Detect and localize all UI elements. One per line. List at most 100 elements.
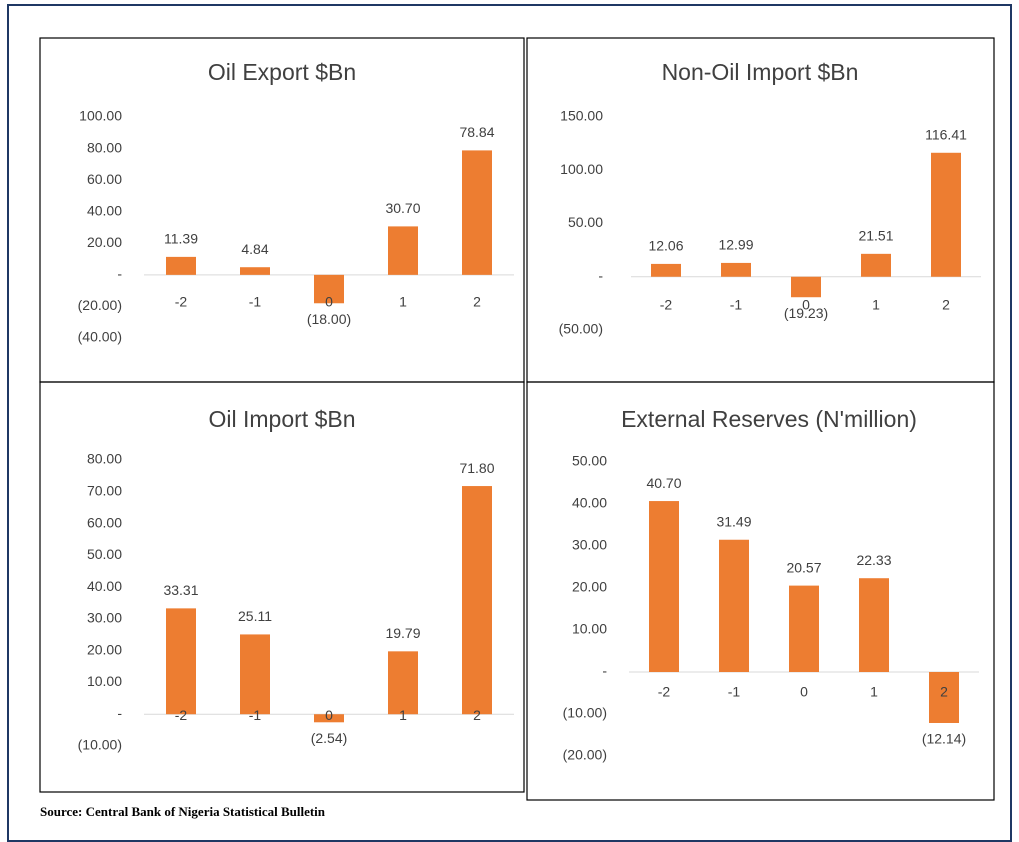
data-label: 12.99: [718, 237, 753, 253]
x-tick-label: -2: [175, 294, 188, 310]
data-label: 31.49: [716, 513, 751, 529]
bar: [929, 672, 959, 723]
x-tick-label: -2: [660, 296, 673, 312]
panel-border: [39, 381, 525, 793]
data-label: 25.11: [238, 608, 272, 624]
x-tick-label: -2: [658, 684, 671, 700]
y-tick-label: 80.00: [87, 451, 122, 467]
bar: [314, 274, 344, 304]
y-tick-label: 70.00: [87, 482, 122, 498]
panel-border: [526, 381, 995, 801]
bar: [388, 226, 418, 275]
chart-title: Non-Oil Import $Bn: [662, 59, 859, 85]
x-tick-label: 0: [325, 294, 333, 310]
chart-title: External Reserves (N'million): [621, 406, 917, 432]
x-tick-label: 1: [399, 294, 407, 310]
data-label: 19.79: [385, 625, 420, 641]
y-tick-label: (10.00): [78, 737, 122, 753]
x-tick-label: 0: [325, 707, 333, 723]
data-label: (19.23): [784, 305, 828, 321]
bar: [240, 634, 270, 715]
x-tick-label: 0: [802, 296, 810, 312]
x-tick-label: 2: [940, 684, 948, 700]
x-tick-label: -1: [249, 707, 262, 723]
x-tick-label: 0: [800, 684, 808, 700]
bar: [166, 608, 196, 715]
bar: [462, 150, 492, 275]
bar: [719, 539, 749, 672]
y-tick-label: -: [598, 267, 603, 283]
bar: [859, 578, 889, 672]
y-tick-label: 20.00: [572, 579, 607, 595]
data-label: 71.80: [459, 460, 494, 476]
data-label: 21.51: [858, 228, 893, 244]
y-tick-label: 30.00: [87, 610, 122, 626]
y-tick-label: 40.00: [87, 202, 122, 218]
x-tick-label: 2: [473, 294, 481, 310]
y-tick-label: 40.00: [572, 495, 607, 511]
x-tick-label: 2: [473, 707, 481, 723]
y-tick-label: 100.00: [560, 161, 603, 177]
data-label: 20.57: [786, 559, 821, 575]
y-tick-label: (40.00): [78, 329, 122, 345]
x-tick-label: 1: [872, 296, 880, 312]
y-tick-label: 10.00: [572, 621, 607, 637]
bar: [166, 256, 196, 275]
data-label: 22.33: [856, 552, 891, 568]
y-tick-label: 60.00: [87, 171, 122, 187]
data-label: 4.84: [241, 241, 268, 257]
bar: [314, 714, 344, 723]
bar: [791, 276, 821, 298]
data-label: 40.70: [646, 475, 681, 491]
x-tick-label: -1: [249, 294, 262, 310]
y-tick-label: 30.00: [572, 537, 607, 553]
x-tick-label: 1: [399, 707, 407, 723]
y-tick-label: 100.00: [79, 108, 122, 124]
data-label: (18.00): [307, 311, 351, 327]
x-tick-label: 2: [942, 296, 950, 312]
y-tick-label: 50.00: [568, 214, 603, 230]
y-tick-label: 20.00: [87, 234, 122, 250]
bar: [649, 501, 679, 672]
x-tick-label: -2: [175, 707, 188, 723]
y-tick-label: -: [117, 266, 122, 282]
bar: [240, 267, 270, 275]
chart-title: Oil Import $Bn: [209, 406, 356, 432]
y-tick-label: 60.00: [87, 514, 122, 530]
y-tick-label: (20.00): [78, 297, 122, 313]
data-label: 33.31: [163, 582, 198, 598]
y-tick-label: 150.00: [560, 108, 603, 124]
data-label: 11.39: [164, 231, 198, 247]
x-tick-label: -1: [728, 684, 741, 700]
y-tick-label: (10.00): [563, 705, 607, 721]
bar: [721, 262, 751, 277]
data-label: 30.70: [385, 200, 420, 216]
bar: [789, 585, 819, 672]
x-tick-label: 1: [870, 684, 878, 700]
y-tick-label: 20.00: [87, 641, 122, 657]
y-tick-label: -: [602, 663, 607, 679]
y-tick-label: 50.00: [572, 453, 607, 469]
chart-title: Oil Export $Bn: [208, 59, 356, 85]
bar: [931, 152, 961, 277]
y-tick-label: (50.00): [559, 321, 603, 337]
data-label: (2.54): [311, 730, 348, 746]
y-tick-label: 50.00: [87, 546, 122, 562]
bar: [861, 253, 891, 277]
data-label: (12.14): [922, 731, 966, 747]
y-tick-label: 10.00: [87, 673, 122, 689]
page-border: [7, 4, 1012, 842]
x-tick-label: -1: [730, 296, 743, 312]
bar: [462, 486, 492, 715]
data-label: 116.41: [925, 126, 967, 142]
y-tick-label: 80.00: [87, 139, 122, 155]
source-note: Source: Central Bank of Nigeria Statisti…: [40, 804, 326, 819]
bar: [388, 651, 418, 715]
data-label: 12.06: [648, 238, 683, 254]
y-tick-label: 40.00: [87, 578, 122, 594]
bar: [651, 263, 681, 277]
data-label: 78.84: [459, 124, 494, 140]
y-tick-label: (20.00): [563, 747, 607, 763]
